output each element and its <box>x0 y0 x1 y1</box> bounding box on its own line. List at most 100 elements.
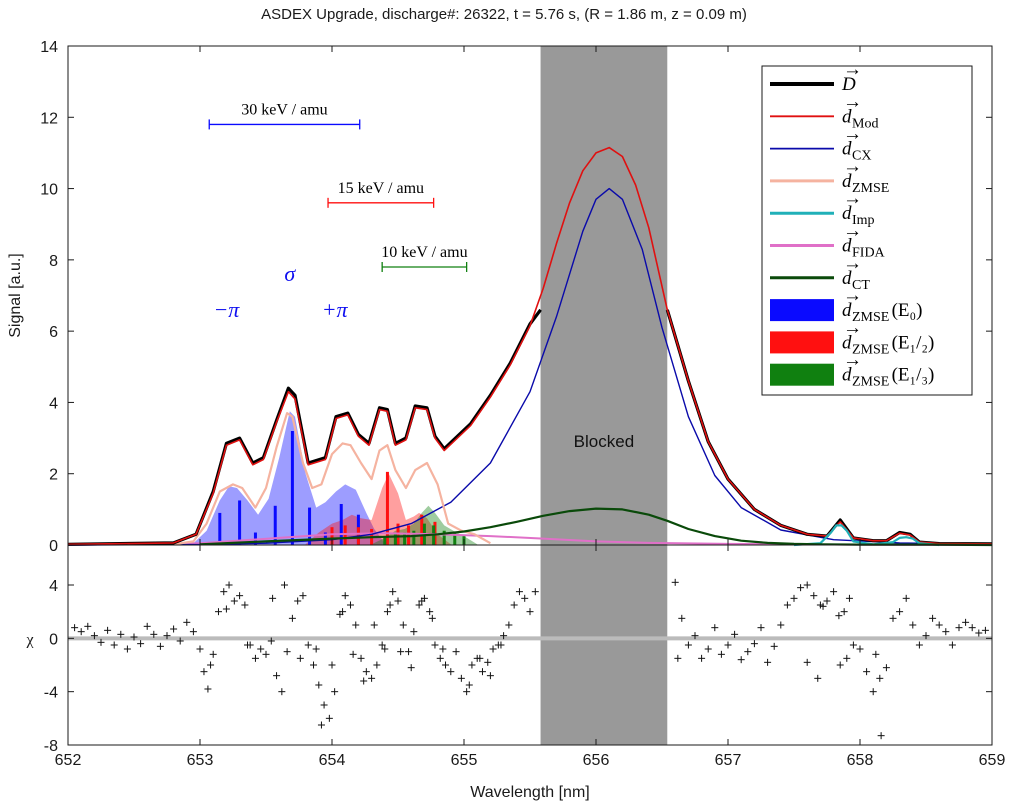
residual-marker <box>856 645 864 653</box>
legend-subscript: CT <box>852 278 870 293</box>
spectrum-plot: Blocked 30 keV / amu 15 keV / amu 10 keV /… <box>7 39 993 555</box>
residual-marker <box>757 624 765 632</box>
residual-marker <box>200 668 208 676</box>
series-line-d_CX <box>67 187 993 546</box>
residual-marker <box>341 592 349 600</box>
residual-marker <box>915 641 923 649</box>
y-tick-label: 8 <box>49 253 58 270</box>
residual-marker <box>310 661 318 669</box>
residual-marker <box>674 654 682 662</box>
x-tick-label: 655 <box>451 752 478 769</box>
vector-arrow-icon: → <box>843 124 862 145</box>
legend-label: d <box>842 106 852 127</box>
residual-marker <box>981 626 989 634</box>
residual-marker <box>294 597 302 605</box>
y-tick-label: 0 <box>49 538 58 555</box>
residual-marker <box>244 641 252 649</box>
residual-marker <box>110 641 118 649</box>
legend-swatch-E12 <box>770 331 834 354</box>
residual-marker <box>405 648 413 656</box>
energy-bar-label: 30 keV / amu <box>241 101 327 118</box>
residual-marker <box>251 654 259 662</box>
residual-marker <box>840 608 848 616</box>
residual-marker <box>823 597 831 605</box>
spectrum-series-lines <box>67 146 993 547</box>
legend-label: d <box>842 300 852 321</box>
legend-subscript: FIDA <box>852 246 886 261</box>
energy-bar-label: 10 keV / amu <box>381 244 467 261</box>
residual-marker <box>176 637 184 645</box>
y-tick-label: 0 <box>49 631 58 648</box>
residual-blocked-region <box>540 545 668 745</box>
residual-marker <box>204 685 212 693</box>
residual-marker <box>77 628 85 636</box>
x-tick-label: 658 <box>847 752 874 769</box>
residual-marker <box>269 594 277 602</box>
y-axis-label: Signal [a.u.] <box>7 253 24 338</box>
legend-extra: (E₁/₂) <box>892 332 935 353</box>
polarization-label: +π <box>322 297 349 322</box>
residual-marker <box>304 641 312 649</box>
residual-marker <box>962 618 970 626</box>
residual-marker <box>717 650 725 658</box>
residual-markers <box>71 578 989 740</box>
legend-extra: (E₀) <box>892 300 923 321</box>
residual-marker <box>489 645 497 653</box>
y-tick-label: -4 <box>44 685 58 702</box>
residual-marker <box>163 632 171 640</box>
residual-marker <box>283 648 291 656</box>
residual-marker <box>935 621 943 629</box>
residual-marker <box>478 668 486 676</box>
residual-marker <box>836 661 844 669</box>
residual-marker <box>704 645 712 653</box>
residual-marker <box>902 594 910 602</box>
vector-arrow-icon: → <box>843 59 862 80</box>
residual-marker <box>280 581 288 589</box>
residual-marker <box>328 661 336 669</box>
residual-marker <box>257 645 265 653</box>
legend-extra: (E₁/₃) <box>892 365 935 386</box>
residual-marker <box>521 594 529 602</box>
residual-marker <box>484 658 492 666</box>
residual-marker <box>207 661 215 669</box>
residual-marker <box>515 588 523 596</box>
residual-marker <box>315 681 323 689</box>
residual-marker <box>214 608 222 616</box>
energy-annotations: 30 keV / amu 15 keV / amu 10 keV / amu −π σ +… <box>208 101 468 322</box>
residual-marker <box>465 681 473 689</box>
residual-marker <box>428 614 436 622</box>
series-line-d_ZMSE <box>173 412 491 546</box>
residual-marker <box>814 674 822 682</box>
residual-marker <box>357 654 365 662</box>
residual-marker <box>505 621 513 629</box>
residual-marker <box>497 641 505 649</box>
residual-marker <box>869 688 877 696</box>
residual-marker <box>468 661 476 669</box>
residual-marker <box>835 612 843 620</box>
residual-marker <box>196 645 204 653</box>
residual-marker <box>389 588 397 596</box>
residual-marker <box>123 645 131 653</box>
residual-marker <box>431 641 439 649</box>
residual-marker <box>241 601 249 609</box>
vector-arrow-icon: → <box>843 253 862 274</box>
residual-marker <box>790 594 798 602</box>
residual-marker <box>299 592 307 600</box>
residual-marker <box>830 588 838 596</box>
legend-swatch-E0 <box>770 299 834 322</box>
residual-marker <box>711 624 719 632</box>
residual-marker <box>137 640 145 648</box>
residual-marker <box>819 602 827 610</box>
vector-arrow-icon: → <box>843 285 862 306</box>
residual-marker <box>955 624 963 632</box>
series-line-d_Imp <box>793 524 940 547</box>
residual-marker <box>783 601 791 609</box>
residual-marker <box>476 654 484 662</box>
residual-marker <box>526 608 534 616</box>
polarization-label: σ <box>284 261 296 286</box>
residual-marker <box>352 621 360 629</box>
residual-marker <box>731 630 739 638</box>
residual-marker <box>278 688 286 696</box>
residual-marker <box>843 654 851 662</box>
